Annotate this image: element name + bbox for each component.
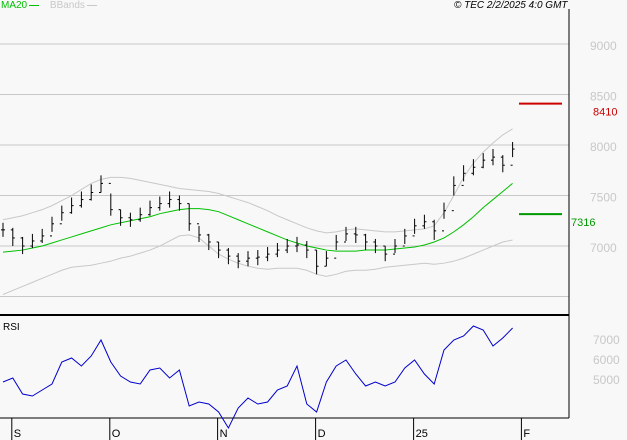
rsi-tick-label: 5000 (593, 373, 620, 387)
y-tick-label: 8500 (590, 90, 617, 104)
copyright: © TEC 2/2/2025 4:0 GMT (454, 0, 568, 11)
y-tick-label: 7500 (590, 191, 617, 205)
rsi-tick-label: 7000 (593, 333, 620, 347)
ma20-line (2, 183, 513, 253)
x-tick-label: 25 (416, 428, 428, 440)
y-tick-label: 9000 (590, 39, 617, 53)
rsi-line (2, 325, 513, 430)
legend-bbands: BBands (49, 0, 85, 11)
y-tick-label: 8000 (590, 140, 617, 154)
bb-upper-line (2, 128, 513, 234)
legend-bbands-swatch (86, 4, 97, 6)
bb-lower-line (2, 234, 513, 295)
rsi-label: RSI (3, 322, 20, 333)
x-tick-label: O (112, 428, 121, 440)
x-tick-label: F (523, 428, 530, 440)
legend-ma20: MA20 (1, 0, 28, 11)
legend-ma20-swatch (29, 4, 40, 6)
x-tick-label: D (318, 428, 326, 440)
rsi-tick-label: 6000 (593, 353, 620, 367)
x-tick-label: N (220, 428, 228, 440)
level-label: 7316 (571, 217, 595, 229)
legend: MA20 BBands (1, 0, 97, 11)
y-tick-label: 7000 (590, 241, 617, 255)
x-tick-label: S (14, 428, 21, 440)
level-label: 8410 (593, 107, 617, 119)
